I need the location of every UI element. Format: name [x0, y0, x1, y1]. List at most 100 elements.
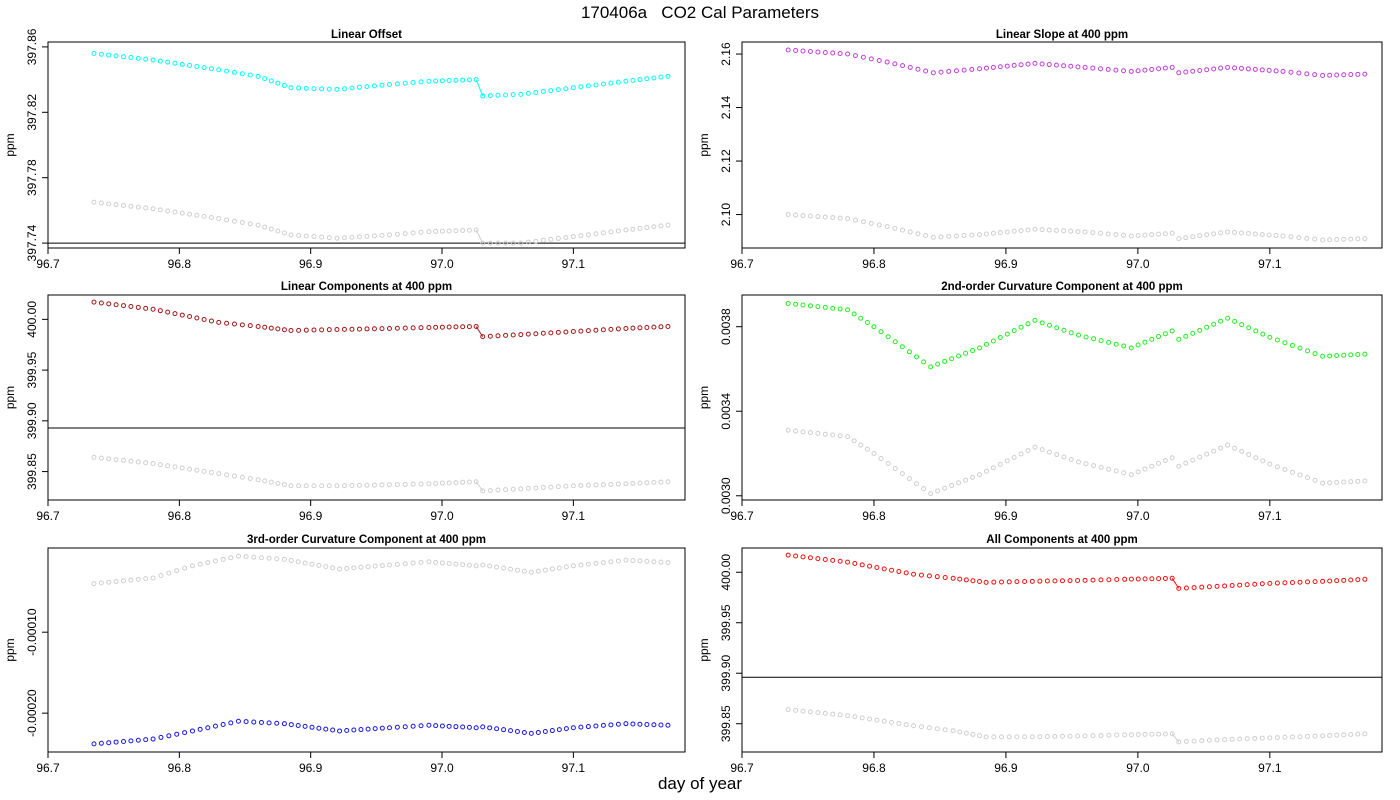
- data-point: [858, 442, 864, 448]
- data-point: [1282, 580, 1288, 586]
- panel-title: Linear Slope at 400 ppm: [996, 29, 1128, 41]
- y-tick-label: 400.00: [719, 554, 733, 591]
- x-tick-label: 97.0: [1126, 257, 1150, 271]
- x-tick-label: 96.9: [994, 509, 1018, 523]
- data-point: [651, 479, 657, 485]
- data-point: [309, 561, 315, 567]
- data-point: [258, 719, 264, 725]
- data-point: [1282, 340, 1288, 346]
- data-point: [1225, 315, 1231, 321]
- data-point: [950, 728, 956, 734]
- y-axis-label: ppm: [697, 638, 711, 661]
- data-point: [281, 82, 287, 88]
- data-point: [439, 78, 445, 84]
- data-point: [815, 556, 821, 562]
- data-point: [228, 555, 234, 561]
- data-point: [837, 712, 843, 718]
- data-point: [926, 725, 932, 731]
- data-point: [935, 488, 941, 494]
- data-point: [418, 79, 424, 85]
- data-point: [623, 325, 629, 331]
- data-point: [514, 567, 520, 573]
- data-point: [1039, 227, 1045, 233]
- data-point: [970, 578, 976, 584]
- data-point: [851, 311, 857, 317]
- data-point: [402, 561, 408, 567]
- data-point: [281, 556, 287, 562]
- data-point: [1348, 479, 1354, 485]
- data-point: [311, 483, 317, 489]
- data-point: [179, 61, 185, 67]
- y-axis-label: ppm: [3, 638, 17, 661]
- data-point: [1244, 736, 1250, 742]
- data-point: [585, 328, 591, 334]
- data-point: [585, 482, 591, 488]
- data-point: [466, 324, 472, 330]
- data-point: [1304, 235, 1310, 241]
- data-point: [433, 324, 439, 330]
- data-point: [1128, 233, 1134, 239]
- data-point: [1267, 580, 1273, 586]
- data-point: [495, 333, 501, 339]
- data-point: [950, 575, 956, 581]
- data-point: [1289, 734, 1295, 740]
- data-point: [239, 322, 245, 328]
- data-point: [341, 235, 347, 241]
- data-point: [1135, 576, 1141, 582]
- data-point: [990, 465, 996, 471]
- data-point: [495, 92, 501, 98]
- data-point: [172, 209, 178, 215]
- data-point: [179, 210, 185, 216]
- data-point: [830, 50, 836, 56]
- data-point: [239, 474, 245, 480]
- data-point: [1068, 456, 1074, 462]
- data-point: [402, 80, 408, 86]
- data-point: [344, 727, 350, 733]
- data-point: [585, 83, 591, 89]
- panel-title: All Components at 400 ppm: [986, 534, 1137, 546]
- data-point: [651, 722, 657, 728]
- data-point: [906, 349, 912, 355]
- data-point: [1327, 578, 1333, 584]
- data-point: [942, 485, 948, 491]
- data-point: [977, 472, 983, 478]
- data-point: [637, 480, 643, 486]
- data-point: [1305, 733, 1311, 739]
- data-point: [807, 709, 813, 715]
- data-point: [349, 234, 355, 240]
- data-point: [1122, 732, 1128, 738]
- data-point: [956, 353, 962, 359]
- data-point: [371, 83, 377, 89]
- data-point: [1113, 341, 1119, 347]
- data-point: [220, 556, 226, 562]
- data-point: [585, 724, 591, 730]
- data-point: [1355, 352, 1361, 358]
- data-point: [1183, 585, 1189, 591]
- data-point: [1004, 229, 1010, 235]
- data-point: [439, 560, 445, 566]
- data-point: [337, 728, 343, 734]
- data-point: [570, 483, 576, 489]
- data-point: [1289, 342, 1295, 348]
- x-axis-label: day of year: [657, 774, 743, 793]
- data-point: [334, 483, 340, 489]
- data-point: [876, 57, 882, 63]
- data-point: [201, 468, 207, 474]
- data-point: [608, 722, 614, 728]
- data-point: [1206, 737, 1212, 743]
- x-tick-label: 97.1: [562, 761, 586, 775]
- data-point: [1061, 63, 1067, 69]
- data-point: [410, 230, 416, 236]
- data-point: [379, 232, 385, 238]
- data-point: [525, 331, 531, 337]
- data-point: [807, 49, 813, 55]
- y-tick-label: 0.0030: [719, 477, 733, 514]
- data-point: [615, 228, 621, 234]
- data-point: [296, 483, 302, 489]
- data-point: [563, 483, 569, 489]
- data-point: [593, 231, 599, 237]
- data-point: [268, 325, 274, 331]
- data-point: [106, 301, 112, 307]
- data-point: [852, 560, 858, 566]
- data-point: [372, 563, 378, 569]
